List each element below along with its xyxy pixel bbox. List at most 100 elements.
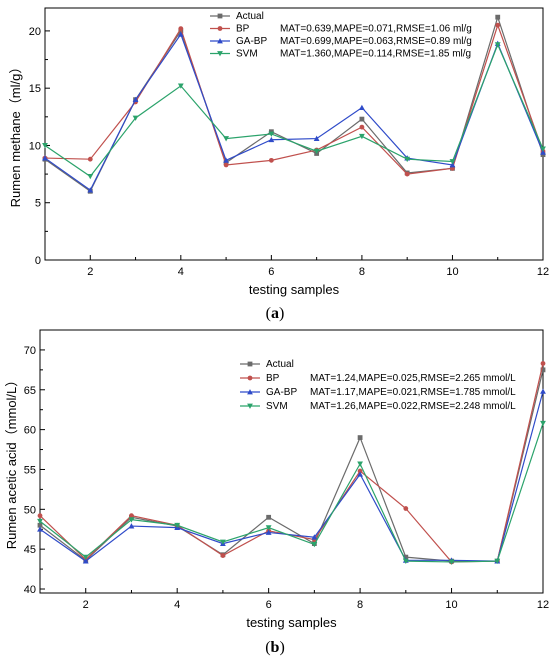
data-point-ga-bp	[132, 96, 139, 103]
data-point-svm	[265, 525, 272, 531]
x-tick-label: 12	[537, 599, 549, 611]
data-point-ga-bp	[128, 523, 135, 529]
legend-label-ga-bp: GA-BP	[236, 36, 267, 47]
data-point-ga-bp	[82, 558, 89, 564]
data-point-bp	[178, 26, 184, 32]
data-point-ga-bp	[42, 155, 48, 161]
data-point-svm	[494, 42, 501, 48]
legend: Actual BP MAT=1.24,MAPE=0.025,RMSE=2.265 m…	[240, 359, 516, 412]
data-point-bp	[87, 156, 93, 162]
data-point-bp	[359, 124, 365, 130]
y-axis-title: Rumen acetic acid（mmol/L）	[4, 374, 19, 550]
data-point-svm	[311, 541, 318, 548]
y-tick-label: 60	[24, 425, 36, 437]
data-point-svm	[402, 558, 409, 565]
data-point-ga-bp	[37, 526, 43, 532]
data-point-svm	[174, 522, 181, 529]
legend-marker-ga-bp	[217, 38, 223, 44]
legend-label-bp: BP	[236, 24, 250, 35]
metric-text-svm: MAT=1.26,MAPE=0.022,RMSE=2.248 mmol/L	[310, 401, 516, 412]
series-line-ga-bp	[39, 391, 544, 562]
data-point-svm	[540, 146, 546, 152]
legend-marker-actual	[247, 361, 253, 367]
data-point-ga-bp	[357, 471, 363, 477]
metric-text-bp: MAT=1.24,MAPE=0.025,RMSE=2.265 mmol/L	[310, 373, 516, 384]
y-tick-label: 45	[24, 544, 36, 556]
data-point-svm	[268, 131, 275, 137]
legend: Actual BP MAT=0.639,MAPE=0.071,RMSE=1.06 m…	[210, 11, 472, 60]
data-point-svm	[404, 156, 411, 163]
legend-label-svm: SVM	[266, 401, 288, 412]
chart-panel-a: 2 4 6 8 10 12 0 5 10 15 20 testing samples Rumen met…	[8, 7, 549, 322]
metric-text-svm: MAT=1.360,MAPE=0.114,RMSE=1.85 ml/g	[280, 49, 471, 60]
data-point-svm	[359, 133, 365, 140]
data-point-svm	[177, 83, 184, 89]
data-point-ga-bp	[177, 31, 184, 37]
plot-frame	[39, 329, 544, 594]
data-point-svm	[87, 173, 94, 180]
data-point-actual	[540, 367, 546, 373]
x-tick-label: 8	[359, 266, 365, 278]
data-point-ga-bp	[540, 388, 546, 394]
x-tick-label: 2	[87, 266, 93, 278]
data-point-bp	[404, 171, 410, 177]
legend-label-actual: Actual	[266, 359, 294, 370]
legend-marker-bp	[247, 375, 253, 381]
data-point-ga-bp	[265, 529, 272, 535]
legend-marker-ga-bp	[247, 389, 253, 395]
legend-label-actual: Actual	[236, 11, 264, 22]
data-point-svm	[449, 159, 456, 165]
data-point-actual	[266, 514, 272, 520]
legend-label-bp: BP	[266, 373, 280, 384]
data-point-svm	[223, 136, 229, 142]
data-point-svm	[37, 518, 43, 525]
data-point-ga-bp	[313, 135, 320, 141]
legend-label-svm: SVM	[236, 49, 258, 60]
series-line-svm	[44, 43, 544, 178]
data-point-ga-bp	[359, 104, 365, 111]
x-tick-label: 10	[445, 599, 457, 611]
data-point-ga-bp	[449, 162, 456, 168]
data-point-bp	[403, 506, 409, 511]
data-point-actual	[403, 554, 409, 560]
series-line-actual	[39, 369, 544, 562]
data-point-svm	[313, 148, 320, 155]
y-tick-label: 40	[24, 584, 36, 596]
data-point-svm	[132, 115, 139, 121]
y-tick-label: 50	[24, 504, 36, 516]
x-tick-label: 4	[178, 266, 184, 278]
x-tick-label: 6	[266, 599, 272, 611]
data-point-svm	[42, 143, 48, 149]
data-point-svm	[128, 517, 135, 523]
x-tick-label: 8	[357, 599, 363, 611]
data-point-svm	[540, 420, 546, 427]
data-point-ga-bp	[87, 187, 94, 193]
data-point-bp	[37, 513, 43, 519]
legend-label-ga-bp: GA-BP	[266, 387, 297, 398]
data-point-bp	[495, 22, 501, 28]
x-tick-label: 12	[537, 266, 549, 278]
data-point-svm	[448, 559, 455, 565]
data-point-actual	[357, 435, 363, 440]
legend-marker-svm	[217, 51, 223, 57]
y-tick-label: 15	[29, 83, 41, 95]
data-point-actual	[37, 522, 43, 528]
legend-marker-bp	[217, 26, 223, 31]
panel-caption: (b)	[265, 639, 285, 656]
y-tick-label: 65	[24, 385, 36, 397]
x-tick-label: 4	[174, 599, 180, 611]
legend-marker-svm	[247, 403, 253, 409]
data-point-bp	[129, 513, 134, 519]
metric-text-ga-bp: MAT=1.17,MAPE=0.021,RMSE=1.785 mmol/L	[310, 387, 516, 398]
data-point-svm	[494, 558, 501, 565]
y-tick-label: 20	[29, 26, 41, 38]
data-point-ga-bp	[540, 149, 546, 155]
data-point-bp	[540, 361, 546, 366]
y-axis-title: Rumen methane（ml/g）	[8, 61, 23, 208]
x-tick-label: 6	[268, 266, 274, 278]
x-tick-label: 10	[446, 266, 458, 278]
data-point-bp	[268, 157, 274, 163]
data-point-bp	[357, 468, 363, 474]
metric-text-ga-bp: MAT=0.699,MAPE=0.063,RMSE=0.89 ml/g	[280, 36, 472, 47]
